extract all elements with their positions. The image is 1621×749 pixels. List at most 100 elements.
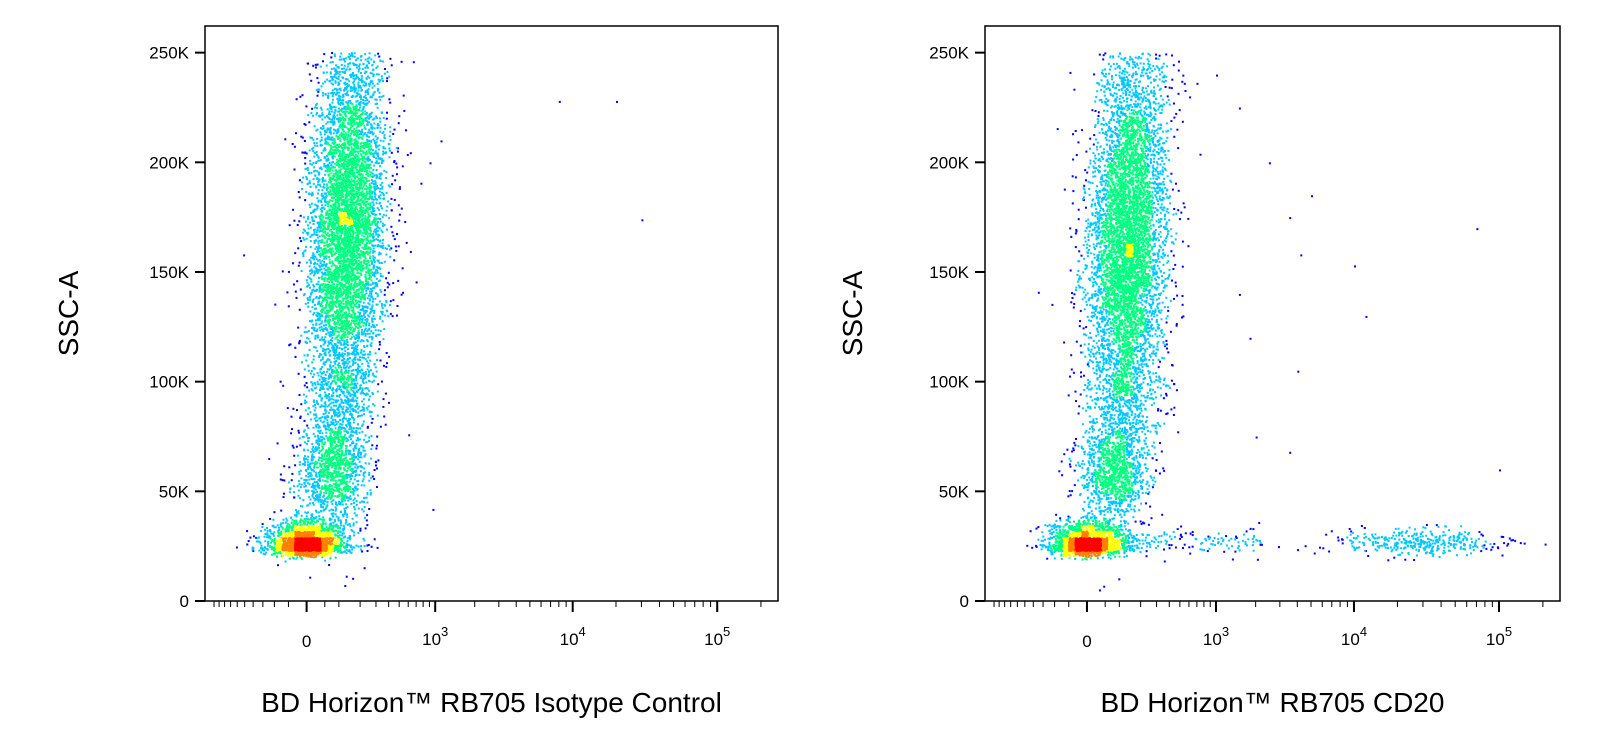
event-dot (264, 529, 266, 531)
event-dot (385, 151, 387, 153)
event-dot (391, 231, 393, 233)
event-dot (363, 398, 365, 400)
event-dot (273, 531, 275, 533)
event-dot (367, 307, 369, 309)
event-dot (328, 564, 330, 566)
event-dot (325, 287, 327, 289)
event-dot (291, 522, 293, 524)
event-dot (344, 497, 346, 499)
event-dot (349, 58, 351, 60)
event-dot (372, 221, 374, 223)
event-dot (328, 404, 330, 406)
event-dot (343, 495, 345, 497)
event-dot (307, 302, 309, 304)
event-dot (364, 297, 366, 299)
event-dot (344, 585, 346, 587)
event-dot (360, 90, 362, 92)
event-dot (321, 382, 323, 384)
event-dot (373, 213, 375, 215)
event-dot (382, 223, 384, 225)
event-dot (323, 309, 325, 311)
event-dot (368, 149, 370, 151)
event-dot (353, 499, 355, 501)
event-dot (349, 445, 351, 447)
event-dot (304, 140, 306, 142)
event-dot (368, 463, 370, 465)
event-dot (330, 361, 332, 363)
event-dot (345, 383, 347, 385)
event-dot (317, 283, 319, 285)
event-dot (382, 225, 384, 227)
event-dot (367, 142, 369, 144)
event-dot (302, 232, 304, 234)
event-dot (376, 162, 378, 164)
event-dot (274, 553, 276, 555)
event-dot (243, 254, 245, 256)
event-dot (441, 140, 443, 142)
event-dot (321, 278, 323, 280)
event-dot (321, 268, 323, 270)
event-dot (299, 394, 301, 396)
event-dot (380, 184, 382, 186)
event-dot (370, 477, 372, 479)
event-dot (371, 326, 373, 328)
event-dot (358, 71, 360, 73)
event-dot (309, 349, 311, 351)
event-dot (339, 56, 341, 58)
event-dot (339, 88, 341, 90)
event-dot (327, 203, 329, 205)
event-dot (353, 128, 355, 130)
event-dot (306, 425, 308, 427)
event-dot (337, 339, 339, 341)
event-dot (316, 142, 318, 144)
event-dot (361, 551, 363, 553)
event-dot (362, 84, 364, 86)
event-dot (365, 358, 367, 360)
event-dot (337, 495, 339, 497)
event-dot (333, 371, 335, 373)
event-dot (325, 94, 327, 96)
event-dot (299, 461, 301, 463)
event-dot (374, 223, 376, 225)
event-dot (356, 352, 358, 354)
event-dot (253, 535, 255, 537)
event-dot (311, 289, 313, 291)
event-dot (348, 310, 350, 312)
event-dot (332, 170, 334, 172)
event-dot (361, 466, 363, 468)
event-dot (323, 53, 325, 55)
event-dot (345, 451, 347, 453)
event-dot (350, 408, 352, 410)
event-dot (388, 148, 390, 150)
event-dot (319, 499, 321, 501)
event-dot (373, 61, 375, 63)
event-dot (356, 67, 358, 69)
event-dot (365, 325, 367, 327)
event-dot (332, 314, 334, 316)
event-dot (261, 526, 263, 528)
event-dot (338, 409, 340, 411)
event-dot (317, 64, 319, 66)
event-dot (321, 460, 323, 462)
event-dot (379, 316, 381, 318)
event-dot (329, 108, 331, 110)
event-dot (375, 285, 377, 287)
event-dot (396, 315, 398, 317)
event-dot (321, 311, 323, 313)
event-dot (347, 384, 349, 386)
event-dot (370, 448, 372, 450)
event-dot (343, 482, 345, 484)
event-dot (340, 80, 342, 82)
event-dot (378, 267, 380, 269)
event-dot (340, 53, 342, 55)
event-dot (350, 86, 352, 88)
event-dot (372, 300, 374, 302)
event-dot (369, 52, 371, 54)
event-dot (310, 292, 312, 294)
event-dot (301, 484, 303, 486)
event-dot (303, 449, 305, 451)
event-dot (360, 96, 362, 98)
event-dot (334, 413, 336, 415)
event-dot (295, 523, 297, 525)
event-dot (310, 419, 312, 421)
